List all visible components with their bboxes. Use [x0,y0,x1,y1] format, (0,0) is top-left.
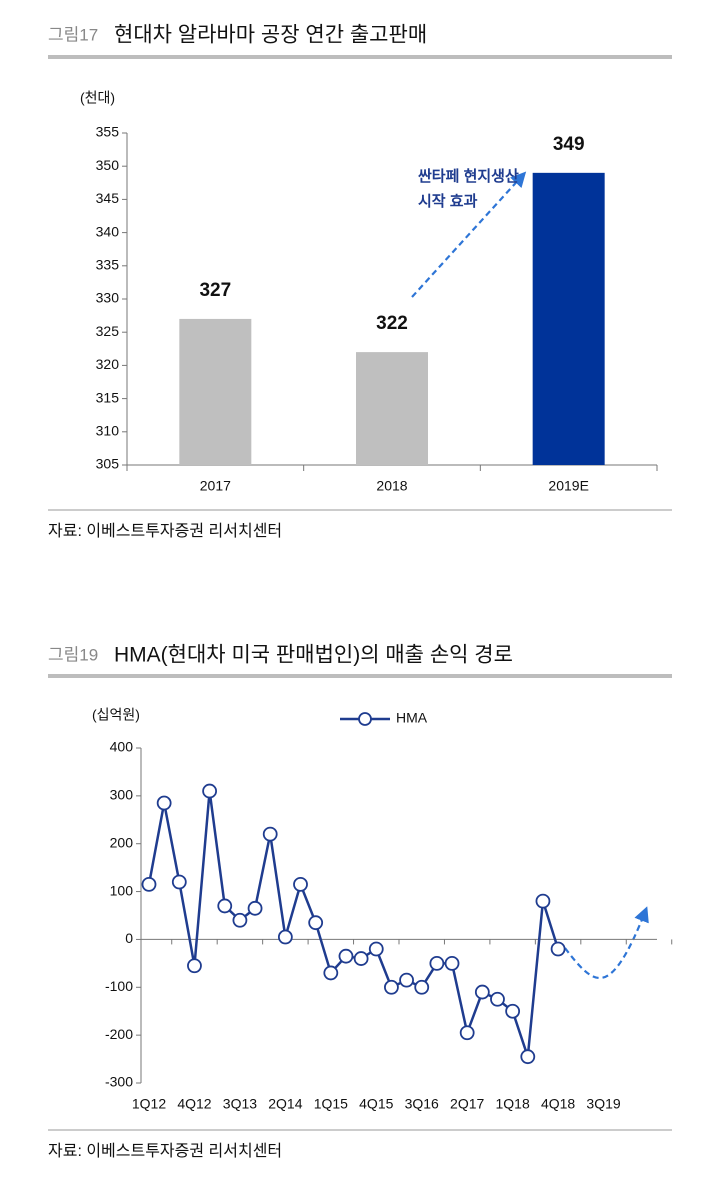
point [368,941,384,957]
point [490,991,505,1007]
annotation: 싼타페 현지생산 [418,168,519,185]
y-tick-label: 345 [96,190,120,206]
value-label: 349 [553,134,585,155]
y-tick-label: -100 [105,978,133,994]
title-rule [48,55,672,59]
point [171,874,187,890]
point [323,965,339,981]
annotation: 시작 효과 [418,192,478,210]
point [384,979,399,995]
y-tick-label: 400 [110,739,134,755]
point [353,951,369,966]
point [535,893,551,909]
bar [179,318,252,465]
point [308,915,324,931]
point [232,912,248,928]
x-tick-label: 1Q15 [314,1096,348,1112]
y-tick-label: 320 [96,356,120,372]
value-label: 327 [199,280,231,301]
point [520,1049,536,1065]
title-rule [48,674,672,678]
x-tick-label: 1Q12 [132,1096,166,1112]
x-tick-label: 3Q16 [405,1096,439,1112]
y-tick-label: 340 [96,223,120,239]
y-tick-label: -300 [105,1074,133,1090]
y-tick-label: 100 [110,882,134,898]
point [505,1003,521,1019]
line-series [147,790,560,1058]
y-tick-label: 355 [96,124,120,140]
x-tick-label: 2Q14 [268,1096,302,1112]
y-tick-label: 325 [96,323,120,339]
y-tick-label: 335 [96,257,120,273]
figure-title: 현대차 알라바마 공장 연간 출고판매 [114,24,427,47]
point [293,876,308,892]
x-tick-label: 2Q17 [450,1096,484,1112]
y-tick-label: 0 [125,930,133,946]
point [217,898,233,914]
point [141,876,157,892]
value-label: 322 [376,313,408,334]
point [414,979,430,995]
point [550,941,566,957]
point [459,1025,475,1041]
x-tick-label: 2019E [548,478,588,494]
bar [532,172,605,465]
point [247,900,263,916]
point [474,984,490,1000]
y-tick-label: 200 [110,834,134,850]
trend-arrow [411,171,527,298]
source: 자료: 이베스트투자증권 리서치센터 [48,1142,282,1160]
point [444,955,460,971]
x-tick-label: 4Q18 [541,1096,575,1112]
figure-label: 그림17 [48,25,98,44]
x-tick-label: 3Q13 [223,1096,257,1112]
point [262,826,278,842]
y-tick-label: 330 [96,290,120,306]
unit-label: (천대) [80,90,115,106]
x-tick-label: 2017 [200,478,231,494]
y-tick-label: 300 [110,787,134,803]
x-tick-label: 1Q18 [496,1096,530,1112]
point [187,958,202,974]
figure-label: 그림19 [48,645,98,664]
point [399,972,414,988]
y-tick-label: 310 [96,423,120,439]
y-tick-label: 350 [96,157,120,173]
legend-marker [358,712,372,726]
y-tick-label: 305 [96,456,120,472]
point [277,929,293,945]
legend-label: HMA [396,710,428,726]
unit-label: (십억원) [92,707,140,723]
point [156,795,172,811]
point [338,948,354,964]
figure-title: HMA(현대차 미국 판매법인)의 매출 손익 경로 [114,644,513,667]
bar [356,352,428,465]
point [202,783,218,799]
x-tick-label: 4Q12 [177,1096,211,1112]
y-tick-label: 315 [96,389,120,405]
x-tick-label: 4Q15 [359,1096,393,1112]
y-tick-label: -200 [105,1026,133,1042]
point [429,955,445,971]
source: 자료: 이베스트투자증권 리서치센터 [48,522,282,540]
forecast-path [564,906,649,980]
x-tick-label: 2018 [376,478,407,494]
x-tick-label: 3Q19 [586,1096,620,1112]
